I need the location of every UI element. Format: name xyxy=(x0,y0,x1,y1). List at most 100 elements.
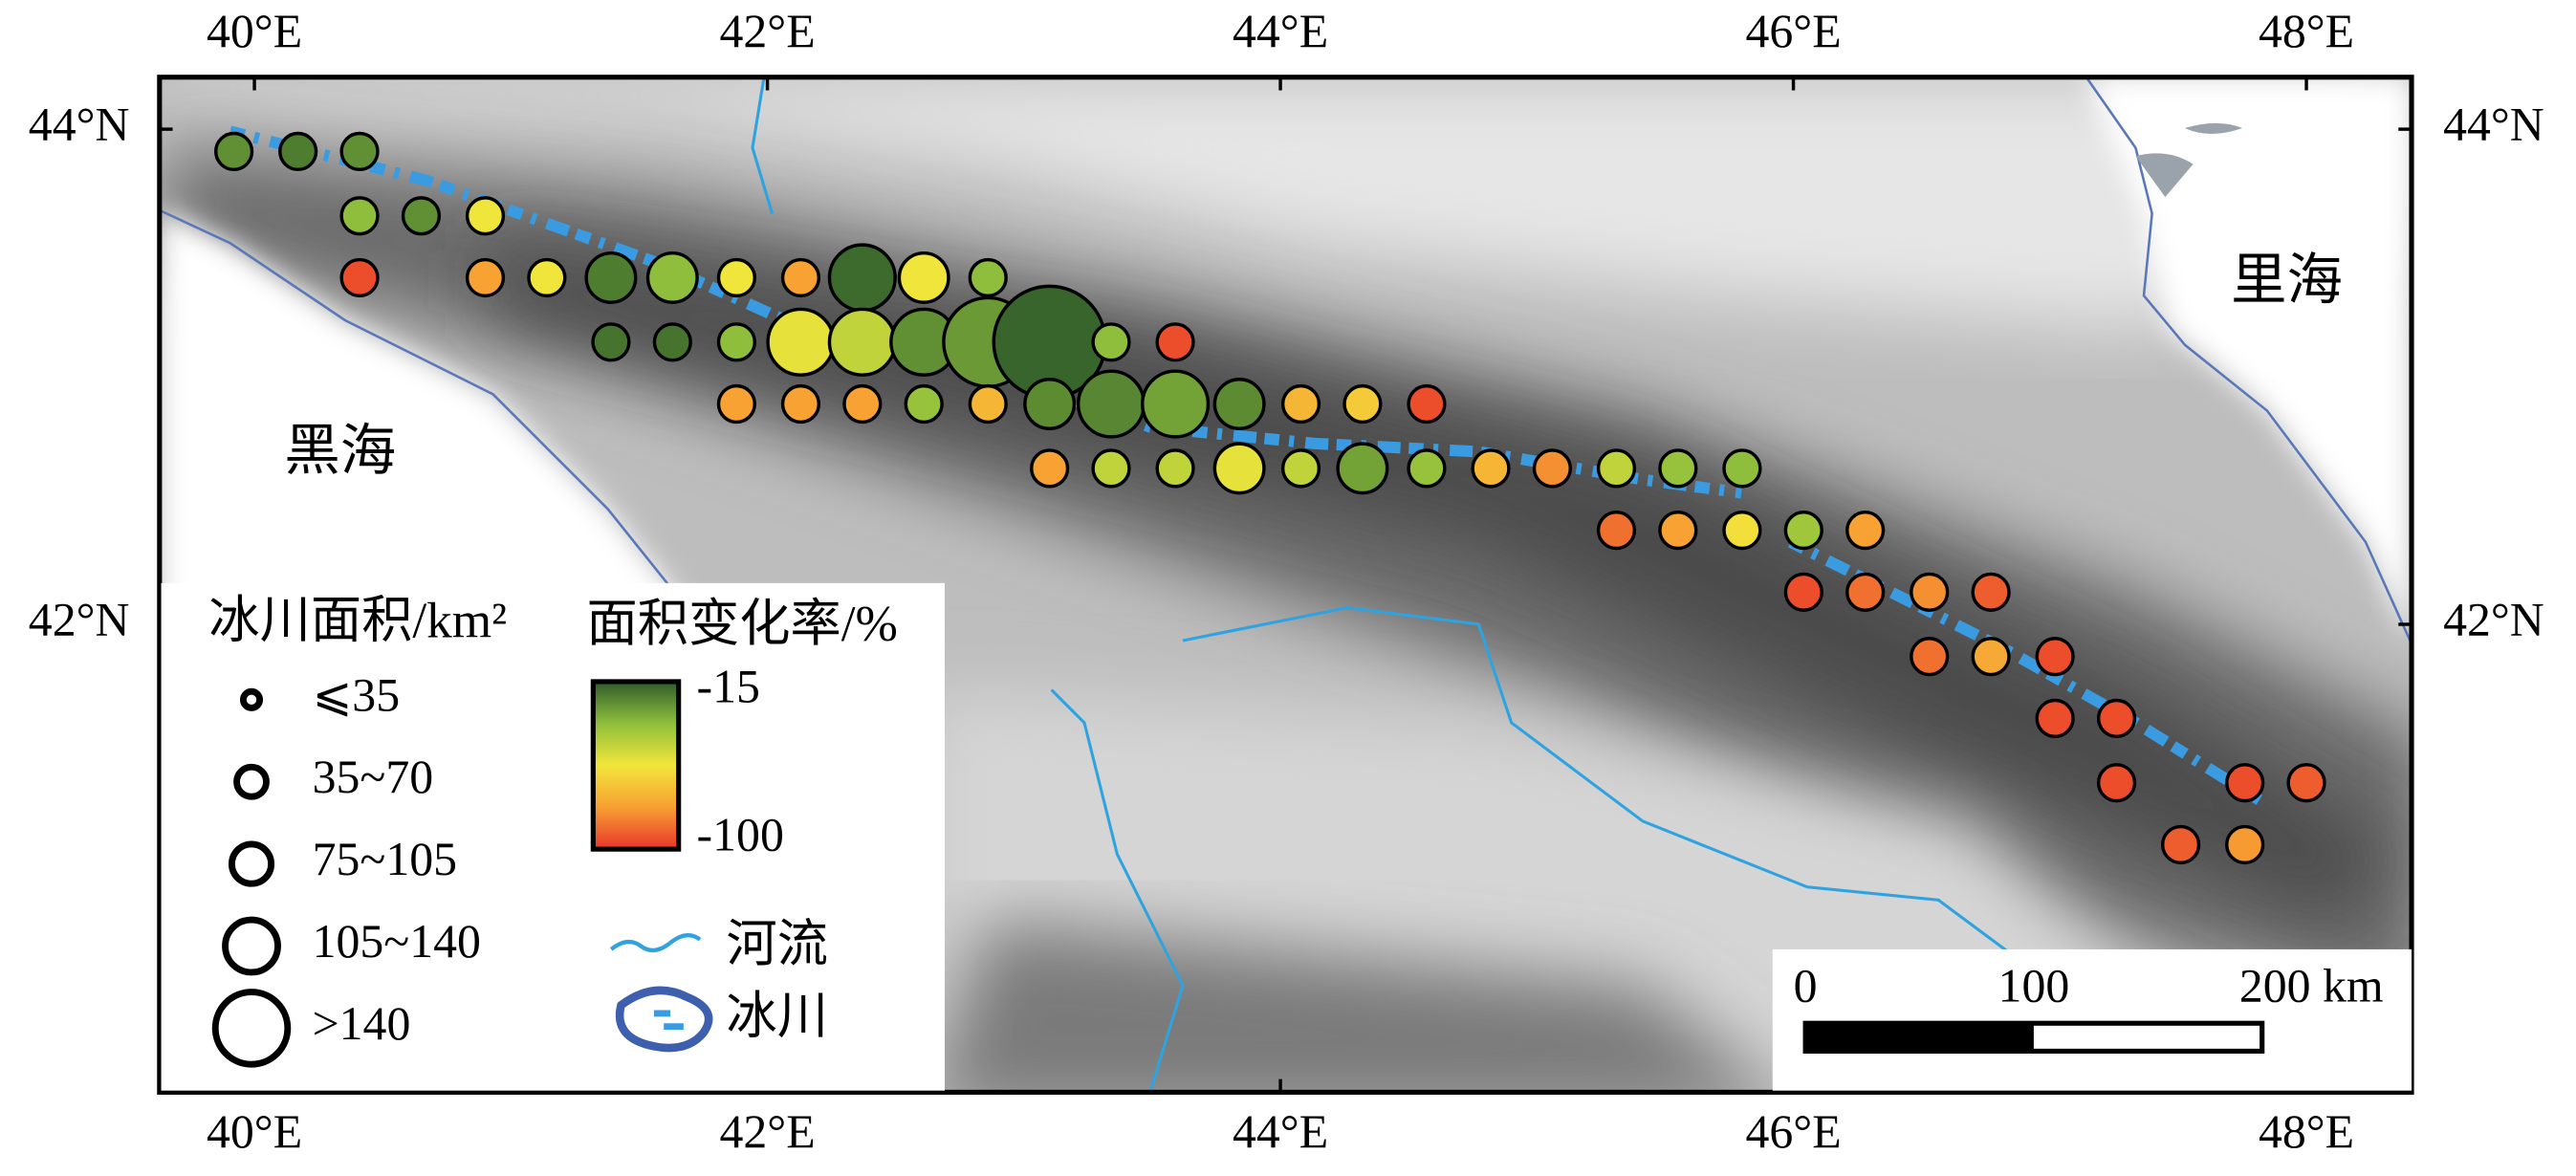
glacier-point xyxy=(2225,763,2265,803)
glacier-point xyxy=(968,383,1008,425)
glacier-point xyxy=(1910,637,1950,677)
x-tick-label: 42°E xyxy=(719,1105,815,1158)
glacier-point xyxy=(1722,510,1762,551)
glacier-point xyxy=(1141,369,1211,439)
colorbar-label: -100 xyxy=(697,808,784,860)
glacier-point xyxy=(897,250,950,304)
glacier-point xyxy=(780,257,821,298)
scale-bar-label: 100 xyxy=(1998,959,2070,1012)
glacier-point xyxy=(1091,448,1131,489)
colorbar xyxy=(590,679,682,852)
glacier-point xyxy=(716,383,756,425)
legend-size-symbol xyxy=(239,687,264,711)
glacier-point xyxy=(1722,448,1762,489)
glacier-point xyxy=(1845,572,1886,612)
river-icon xyxy=(609,933,702,952)
glacier-point xyxy=(278,131,318,172)
glacier-point xyxy=(2096,763,2137,803)
scale-box xyxy=(1772,948,2412,1091)
sea-label: 里海 xyxy=(2231,249,2343,311)
glacier-point xyxy=(1212,378,1266,431)
glacier-point xyxy=(2286,763,2326,803)
glacier-point xyxy=(1343,383,1383,425)
scale-bar-label: 0 xyxy=(1794,959,1818,1012)
glacier-point xyxy=(1155,448,1195,489)
glacier-point xyxy=(339,196,380,236)
glacier-point xyxy=(1532,448,1573,489)
glacier-point xyxy=(465,196,506,236)
glacier-point xyxy=(1971,637,2011,677)
x-tick-label: 46°E xyxy=(1745,1105,1841,1158)
legend-title: 面积变化率/% xyxy=(586,596,897,652)
glacier-point xyxy=(1596,510,1637,551)
glacier-point xyxy=(780,383,821,425)
legend-label: 75~105 xyxy=(313,833,457,885)
glacier-point xyxy=(2160,824,2201,865)
glacier-point xyxy=(1783,510,1823,551)
glacier-point xyxy=(527,257,567,298)
y-tick-label: 42°N xyxy=(29,593,130,645)
glacier-point xyxy=(465,257,506,298)
legend-label: >140 xyxy=(313,997,411,1050)
legend-label: 河流 xyxy=(726,916,828,972)
glacier-point xyxy=(2035,637,2075,677)
glacier-point xyxy=(968,257,1008,298)
map-frame xyxy=(157,75,2414,1095)
scale-bar-label: 200 km xyxy=(2239,959,2384,1012)
x-tick-label: 44°E xyxy=(1233,1105,1328,1158)
legend-label: 35~70 xyxy=(313,751,434,803)
x-tick-label: 40°E xyxy=(207,1105,302,1158)
colorbar-label: -15 xyxy=(697,661,760,713)
glacier-point xyxy=(1783,572,1823,612)
glacier-point xyxy=(1336,442,1389,495)
glacier-point xyxy=(591,322,631,362)
glacier-point xyxy=(1658,510,1698,551)
glacier-point xyxy=(1971,572,2011,612)
glacier-point xyxy=(1471,448,1511,489)
glacier-point xyxy=(652,322,692,362)
scale-bar-segment xyxy=(1805,1023,2034,1052)
legend-size-symbol xyxy=(222,916,281,976)
glacier-point xyxy=(1091,322,1131,362)
glacier-point xyxy=(1212,442,1266,495)
glacier-point xyxy=(1030,448,1070,489)
glacier-point xyxy=(842,383,883,425)
glacier-point xyxy=(716,257,756,298)
glacier-point xyxy=(1658,448,1698,489)
x-tick-label: 48°E xyxy=(2259,5,2354,57)
legend-label: ⩽35 xyxy=(313,668,401,721)
glacier-point xyxy=(1280,448,1321,489)
x-tick-label: 48°E xyxy=(2259,1105,2354,1158)
glacier-point xyxy=(2035,698,2075,739)
x-tick-label: 42°E xyxy=(719,5,815,57)
glacier-point xyxy=(827,243,897,313)
glacier-point xyxy=(716,322,756,362)
glacier-point xyxy=(827,307,897,377)
y-tick-label: 44°N xyxy=(29,98,130,151)
sea-label: 黑海 xyxy=(284,420,396,482)
glacier-point xyxy=(2096,698,2137,739)
legend-box xyxy=(161,582,945,1091)
x-tick-label: 40°E xyxy=(207,5,302,57)
legend-label: 105~140 xyxy=(313,915,481,968)
glacier-point xyxy=(2225,824,2265,865)
x-tick-label: 44°E xyxy=(1233,5,1328,57)
glacier-point xyxy=(1845,510,1886,551)
glacier-point xyxy=(1407,448,1447,489)
glacier-point xyxy=(1076,369,1146,439)
glacier-point xyxy=(1155,322,1195,362)
glacier-point xyxy=(904,383,944,425)
legend-label: 冰川 xyxy=(726,989,828,1045)
glacier-point xyxy=(645,250,699,304)
legend-size-symbol xyxy=(233,763,270,800)
glacier-point xyxy=(1280,383,1321,425)
glacier-point xyxy=(213,131,254,172)
glacier-icon xyxy=(653,1010,684,1031)
legend-title: 冰川面积/km² xyxy=(208,593,507,649)
x-tick-label: 46°E xyxy=(1745,5,1841,57)
y-tick-label: 44°N xyxy=(2443,98,2544,151)
legend-size-symbol xyxy=(211,989,292,1068)
legend-size-symbol xyxy=(228,840,275,887)
glacier-point xyxy=(401,196,442,236)
